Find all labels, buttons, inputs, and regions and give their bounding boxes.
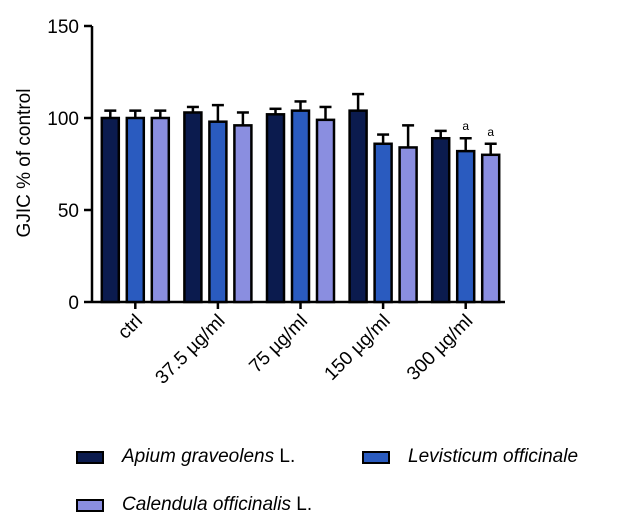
bar <box>125 116 146 304</box>
legend-item-calendula: Calendula officinalis L. <box>76 494 312 516</box>
x-tick-label: 75 µg/ml <box>245 311 312 378</box>
y-tick-label: 100 <box>47 109 79 130</box>
bar <box>265 113 286 304</box>
y-axis-label: GJIC % of control <box>14 89 35 238</box>
legend-item-apium: Apium graveolens L. <box>76 446 295 468</box>
legend-swatch-calendula <box>76 498 104 512</box>
bar <box>208 120 228 304</box>
bar <box>348 109 368 304</box>
x-tick-label: 37.5 µg/ml <box>152 311 230 389</box>
legend-swatch-apium <box>76 450 104 464</box>
bar <box>150 116 171 304</box>
legend-label-calendula-suffix: L. <box>291 494 313 515</box>
bar <box>100 116 121 304</box>
bar <box>398 146 418 304</box>
legend-label-apium-italic: Apium graveolens <box>122 446 275 467</box>
y-tick-label: 50 <box>58 201 79 222</box>
bar <box>233 124 253 304</box>
legend-label-levisticum: Levisticum officinale <box>408 446 579 467</box>
bar <box>183 111 203 304</box>
legend-item-levisticum: Levisticum officinale <box>362 446 578 468</box>
bar-annotation: a <box>462 119 469 133</box>
y-tick-label: 0 <box>68 293 79 314</box>
bar <box>315 118 336 304</box>
x-tick-label: 300 µg/ml <box>403 311 477 385</box>
bar <box>455 149 476 304</box>
y-tick-label: 150 <box>47 17 79 38</box>
legend-label-calendula-italic: Calendula officinalis <box>122 494 291 515</box>
bar-annotation: a <box>487 125 494 139</box>
bar <box>430 136 451 304</box>
bar <box>480 153 501 304</box>
x-tick-label: 150 µg/ml <box>321 311 395 385</box>
bar <box>373 142 393 304</box>
bar <box>290 109 311 304</box>
legend-label-apium-suffix: L. <box>274 446 296 467</box>
x-tick-label: ctrl <box>114 311 147 344</box>
legend-swatch-levisticum <box>362 450 390 464</box>
